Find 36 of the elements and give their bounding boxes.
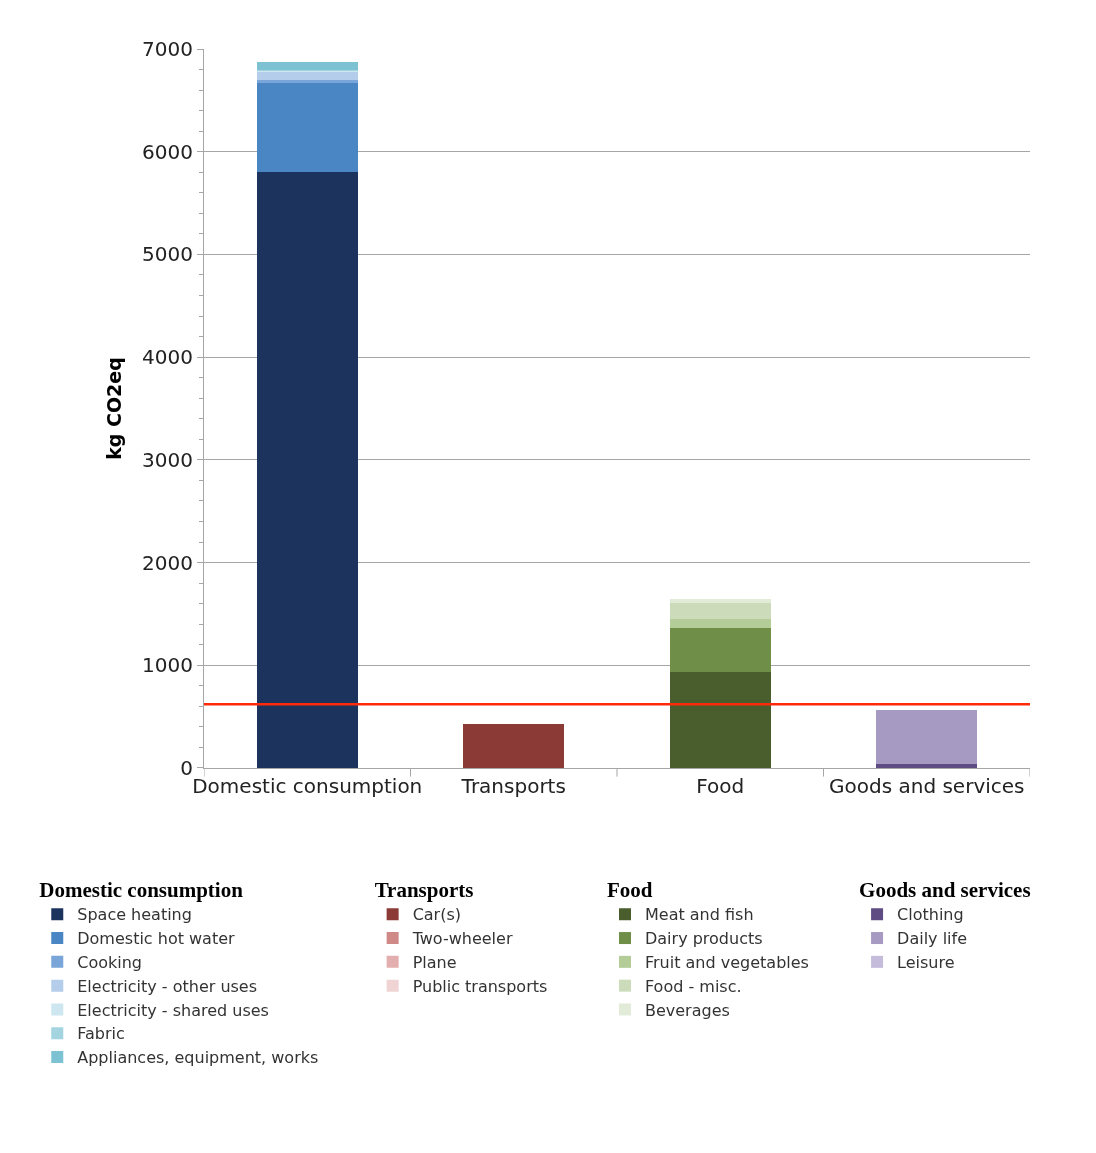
legend-label: Electricity - shared uses [77,1000,269,1020]
y-tick-label: 6000 [142,139,193,164]
x-tick-label: Food [696,773,745,798]
legend-label: Fruit and vegetables [644,953,809,973]
legend-label: Space heating [77,905,192,925]
legend-label: Two-wheeler [411,929,513,949]
legend-label: Fabric [77,1024,125,1044]
legend-label: Clothing [897,905,964,925]
legend-label: Car(s) [412,905,462,925]
x-tick-label: Domestic consumption [192,773,423,798]
legend-label: Food - misc. [644,976,742,996]
legend-label: Beverages [644,1000,730,1020]
y-tick-label: 0 [180,755,193,780]
category-label: Food [606,878,653,903]
legend-label: Plane [412,953,457,973]
legend-label: Public transports [412,976,548,996]
legend-label: Dairy products [644,929,763,949]
legend-label: Daily life [897,929,968,949]
category-label: Domestic consumption [39,878,243,903]
y-tick-label: 2000 [142,550,193,575]
legend-label: Electricity - other uses [77,976,258,996]
y-tick-label: 3000 [142,447,193,472]
x-tick-label: Transports [460,773,566,798]
y-tick-label: 5000 [142,242,193,267]
legend-label: Appliances, equipment, works [77,1048,319,1068]
legend-label: Meat and fish [644,905,754,925]
category-label: Goods and services [859,878,1031,903]
y-tick-label: 1000 [142,653,193,678]
category-label: Transports [374,878,474,903]
y-axis-title: kg CO2eq [102,357,125,460]
y-tick-label: 4000 [142,345,193,370]
y-tick-label: 7000 [142,37,193,61]
legend-label: Domestic hot water [77,929,236,949]
x-tick-label: Goods and services [829,773,1025,798]
legend-label: Leisure [897,953,955,973]
legend-label: Cooking [77,953,143,973]
